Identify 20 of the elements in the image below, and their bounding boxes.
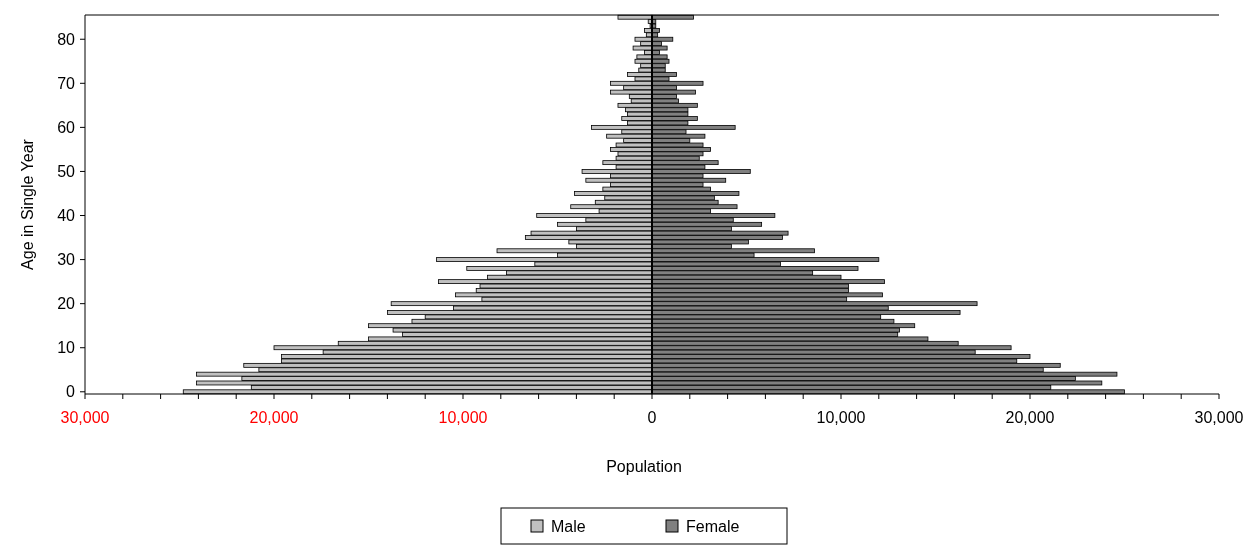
y-tick-label: 40 xyxy=(57,207,76,225)
x-tick-label: 10,000 xyxy=(438,409,488,426)
y-tick-label: 20 xyxy=(57,295,76,313)
y-tick-label: 50 xyxy=(57,163,76,181)
y-tick-label: 30 xyxy=(57,251,76,269)
x-tick-label: 30,000 xyxy=(1194,409,1244,426)
y-tick-label: 10 xyxy=(57,339,76,357)
y-tick-label: 70 xyxy=(57,74,76,92)
y-tick-label: 80 xyxy=(57,30,76,48)
x-axis-title: Population xyxy=(606,458,682,475)
legend-label: Male xyxy=(551,517,586,535)
x-tick-label: 20,000 xyxy=(249,409,299,426)
x-tick-label: 30,000 xyxy=(60,409,110,426)
x-tick-label: 20,000 xyxy=(1005,409,1055,426)
y-tick-label: 60 xyxy=(57,118,76,136)
x-tick-label: 0 xyxy=(647,409,657,426)
legend-label: Female xyxy=(686,517,740,535)
y-axis-title: Age in Single Year xyxy=(19,138,36,270)
x-tick-label: 10,000 xyxy=(816,409,866,426)
y-tick-label: 0 xyxy=(66,383,76,401)
